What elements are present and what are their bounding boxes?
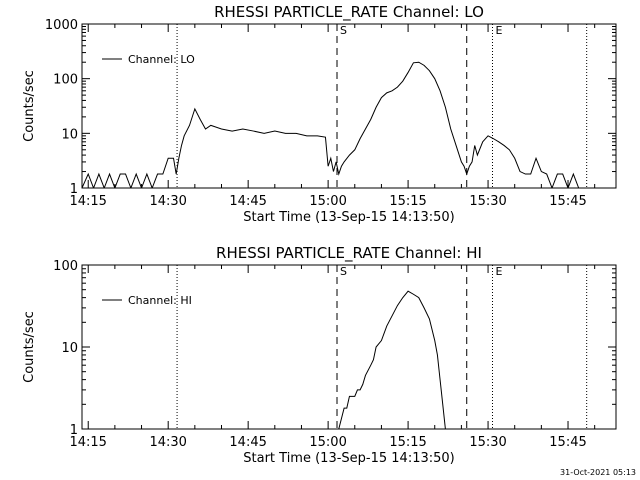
legend-label: Channel: LO [128,53,195,66]
x-tick-label: 15:00 [309,194,346,209]
legend-label: Channel: HI [128,294,192,307]
x-tick-label: 14:15 [69,194,106,209]
hi-channel-panel: RHESSI PARTICLE_RATE Channel: HI 14:15 14:… [22,244,617,466]
y-tick-label: 100 [53,73,78,88]
y-tick-label: 1 [70,423,78,438]
x-axis-label: Start Time (13-Sep-15 14:13:50) [243,210,454,225]
x-tick-label: 14:45 [229,194,266,209]
x-tick-label: 14:30 [149,435,186,450]
chart-title: RHESSI PARTICLE_RATE Channel: HI [216,244,482,263]
y-tick-label: 10 [61,127,78,142]
plot-frame [81,264,617,430]
x-tick-label: 15:30 [469,194,506,209]
y-axis-label: Counts/sec [22,70,37,142]
x-tick-label: 14:45 [229,435,266,450]
x-tick-label: 14:15 [69,435,106,450]
marker-label: S [340,265,347,278]
chart-title: RHESSI PARTICLE_RATE Channel: LO [214,3,484,22]
series-line [338,290,446,429]
y-tick-label: 100 [53,259,78,274]
y-axis-label: Counts/sec [22,311,37,383]
x-axis-label: Start Time (13-Sep-15 14:13:50) [243,451,454,466]
marker-label: S [340,24,347,37]
plot-frame [81,23,617,189]
x-tick-label: 15:15 [389,194,426,209]
marker-label: E [495,265,502,278]
x-tick-label: 15:30 [469,435,506,450]
x-tick-label: 15:45 [549,435,586,450]
marker-label: E [495,24,502,37]
y-tick-label: 1 [70,182,78,197]
timestamp: 31-Oct-2021 05:13 [560,468,636,477]
series-line [82,61,616,188]
lo-channel-panel: RHESSI PARTICLE_RATE Channel: LO 14:15 14:… [22,3,617,225]
x-tick-label: 15:15 [389,435,426,450]
y-tick-label: 10 [61,341,78,356]
x-tick-label: 14:30 [149,194,186,209]
x-tick-label: 15:45 [549,194,586,209]
x-tick-label: 15:00 [309,435,346,450]
y-tick-label: 1000 [45,18,78,33]
